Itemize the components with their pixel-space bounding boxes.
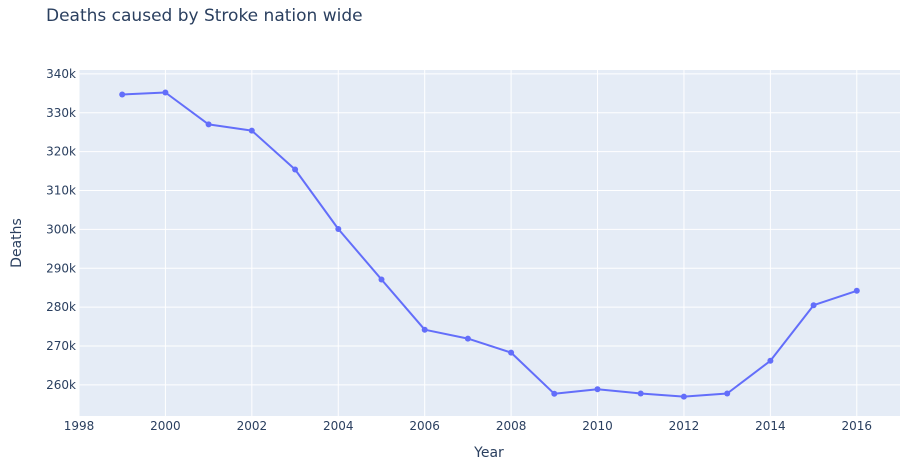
data-point[interactable] bbox=[378, 276, 385, 283]
x-tick-label: 2010 bbox=[582, 419, 613, 433]
y-tick-label: 280k bbox=[46, 300, 76, 314]
y-tick-label: 320k bbox=[46, 145, 76, 159]
data-point[interactable] bbox=[464, 335, 471, 342]
plot-area bbox=[79, 70, 900, 416]
data-point[interactable] bbox=[680, 393, 687, 400]
y-tick-label: 270k bbox=[46, 339, 76, 353]
chart-title: Deaths caused by Stroke nation wide bbox=[46, 6, 363, 26]
data-point[interactable] bbox=[810, 302, 817, 309]
data-point[interactable] bbox=[292, 166, 299, 173]
x-tick-label: 2006 bbox=[409, 419, 440, 433]
y-tick-label: 310k bbox=[46, 184, 76, 198]
data-point[interactable] bbox=[594, 386, 601, 393]
data-point[interactable] bbox=[853, 287, 860, 294]
data-point[interactable] bbox=[551, 390, 558, 397]
x-tick-label: 2016 bbox=[842, 419, 873, 433]
y-tick-label: 260k bbox=[46, 378, 76, 392]
x-tick-label: 2012 bbox=[669, 419, 700, 433]
x-tick-label: 2004 bbox=[323, 419, 354, 433]
y-tick-label: 300k bbox=[46, 222, 76, 236]
x-axis-ticks: 1998 2000 2002 2004 2006 2008 2010 2012 2014 2016 bbox=[64, 419, 872, 433]
data-point[interactable] bbox=[248, 127, 255, 134]
y-tick-label: 330k bbox=[46, 106, 76, 120]
x-tick-label: 1998 bbox=[64, 419, 95, 433]
x-tick-label: 2002 bbox=[237, 419, 268, 433]
data-point[interactable] bbox=[335, 226, 342, 232]
y-tick-label: 290k bbox=[46, 261, 76, 275]
y-tick-label: 340k bbox=[46, 67, 76, 81]
series-layer bbox=[119, 89, 860, 400]
data-point[interactable] bbox=[421, 326, 428, 333]
data-point[interactable] bbox=[205, 121, 212, 128]
series-line bbox=[122, 91, 858, 398]
x-tick-label: 2000 bbox=[150, 419, 181, 433]
x-axis-title: Year bbox=[473, 445, 504, 461]
y-axis-ticks: 260k 270k 280k 290k 300k 310k 320k 330k 340k bbox=[46, 67, 76, 392]
gridlines bbox=[78, 70, 900, 416]
data-point[interactable] bbox=[637, 390, 644, 397]
data-point[interactable] bbox=[767, 357, 774, 364]
data-point[interactable] bbox=[508, 349, 515, 356]
y-axis-title: Deaths bbox=[9, 218, 25, 268]
data-point[interactable] bbox=[119, 91, 126, 98]
x-tick-label: 2008 bbox=[496, 419, 527, 433]
x-tick-label: 2014 bbox=[755, 419, 786, 433]
data-point[interactable] bbox=[162, 89, 169, 96]
data-point[interactable] bbox=[724, 390, 731, 397]
